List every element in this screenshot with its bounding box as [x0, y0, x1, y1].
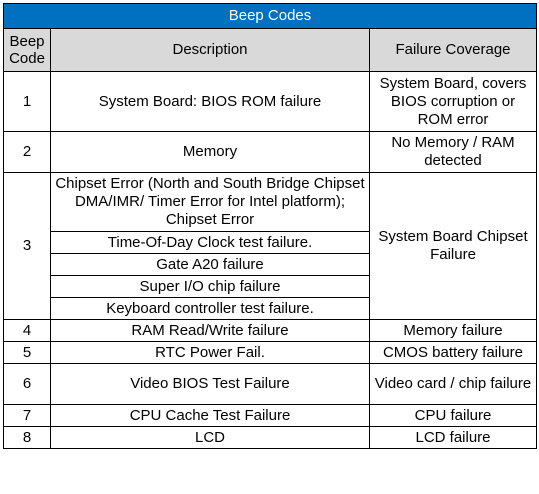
description-cell: Super I/O chip failure — [50, 275, 370, 298]
coverage-cell: System Board, covers BIOS corruption or … — [369, 71, 537, 132]
coverage-cell: System Board Chipset Failure — [369, 172, 537, 320]
description-cell: Memory — [50, 131, 370, 173]
table-row: 3 Chipset Error (North and South Bridge … — [3, 172, 537, 320]
description-cell: RAM Read/Write failure — [50, 319, 370, 342]
table-title: Beep Codes — [3, 3, 537, 29]
coverage-cell: LCD failure — [369, 426, 537, 449]
header-row: Beep Code Description Failure Coverage — [3, 28, 537, 72]
coverage-cell: No Memory / RAM detected — [369, 131, 537, 173]
table-row: 2 Memory No Memory / RAM detected — [3, 131, 537, 173]
beep-codes-table: Beep Codes Beep Code Description Failure… — [3, 3, 537, 449]
beep-code-cell: 6 — [3, 363, 51, 405]
description-cell: Keyboard controller test failure. — [50, 297, 370, 320]
header-beep-code-line2: Code — [9, 50, 45, 67]
description-cell: System Board: BIOS ROM failure — [50, 71, 370, 132]
coverage-cell: CPU failure — [369, 404, 537, 427]
header-beep-code-line1: Beep — [9, 33, 45, 50]
coverage-cell: CMOS battery failure — [369, 341, 537, 364]
table-title-row: Beep Codes — [3, 3, 537, 29]
header-description: Description — [50, 28, 370, 72]
coverage-cell: Video card / chip failure — [369, 363, 537, 405]
description-cell: RTC Power Fail. — [50, 341, 370, 364]
table-subrow: Time-Of-Day Clock test failure. — [4, 231, 537, 254]
description-cell: LCD — [50, 426, 370, 449]
beep-code-cell: 3 — [3, 172, 51, 320]
table-row: 6 Video BIOS Test Failure Video card / c… — [3, 363, 537, 405]
table-row: 5 RTC Power Fail. CMOS battery failure — [3, 341, 537, 364]
beep-code-cell: 7 — [3, 404, 51, 427]
beep-code-cell: 1 — [3, 71, 51, 132]
description-cell: Video BIOS Test Failure — [50, 363, 370, 405]
table-row: 4 RAM Read/Write failure Memory failure — [3, 319, 537, 342]
beep-code-cell: 8 — [3, 426, 51, 449]
description-cell: Chipset Error (North and South Bridge Ch… — [50, 172, 370, 232]
coverage-cell: Memory failure — [369, 319, 537, 342]
description-cell: Time-Of-Day Clock test failure. — [50, 231, 370, 254]
beep-code-cell: 5 — [3, 341, 51, 364]
beep-code-cell: 2 — [3, 131, 51, 173]
table-row: 1 System Board: BIOS ROM failure System … — [3, 71, 537, 132]
table-row: 8 LCD LCD failure — [3, 426, 537, 449]
beep-code-cell: 4 — [3, 319, 51, 342]
description-cell: CPU Cache Test Failure — [50, 404, 370, 427]
header-failure-coverage: Failure Coverage — [369, 28, 537, 72]
description-cell: Gate A20 failure — [50, 253, 370, 276]
header-beep-code: Beep Code — [3, 28, 51, 72]
table-row: 7 CPU Cache Test Failure CPU failure — [3, 404, 537, 427]
